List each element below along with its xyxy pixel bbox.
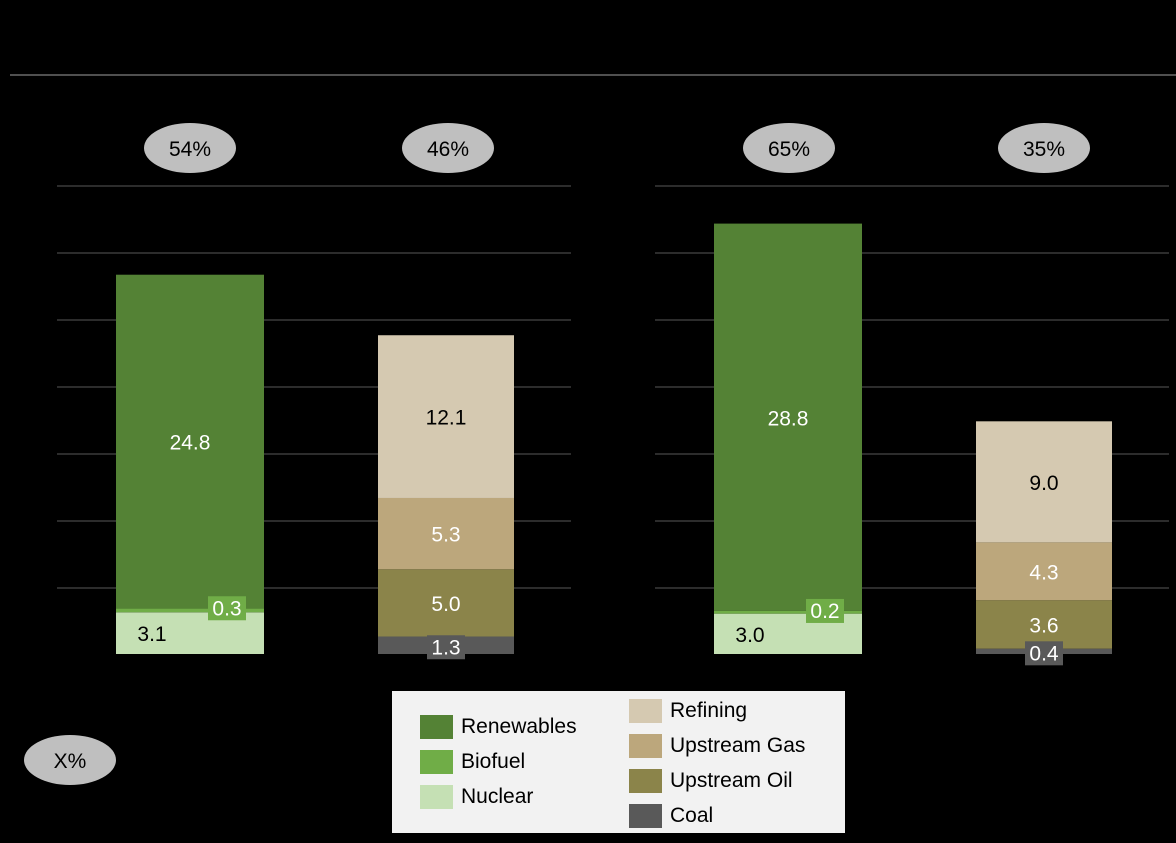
share-label: 46%: [427, 138, 469, 161]
bar-segment-upstream-gas: [976, 542, 1112, 601]
legend-item-nuclear: Nuclear: [420, 784, 533, 810]
legend-label: Refining: [670, 699, 748, 722]
bar-segment-refining: [378, 335, 514, 498]
key-badge-label: X%: [54, 750, 87, 773]
data-label: 3.0: [735, 624, 764, 647]
data-label: 0.3: [212, 597, 241, 620]
legend-swatch: [629, 769, 662, 793]
legend-item-biofuel: Biofuel: [420, 749, 525, 775]
share-badge: [144, 123, 236, 173]
data-label: 0.2: [810, 600, 839, 623]
legend-swatch: [420, 785, 453, 809]
legend-item-upstream-oil: Upstream Oil: [629, 768, 793, 794]
bar-segment-renewables: [714, 223, 862, 611]
bar-segment-biofuel: [714, 610, 862, 614]
legend-swatch: [420, 715, 453, 739]
bar-segment-biofuel: [116, 608, 264, 613]
share-badge: [743, 123, 835, 173]
key-badge: [24, 735, 116, 785]
data-label-box: [427, 635, 465, 660]
legend: Renewables Biofuel Nuclear Refining Upstream…: [392, 691, 845, 833]
data-label: 1.3: [431, 636, 460, 659]
legend-label: Nuclear: [461, 785, 534, 808]
data-label: 0.4: [1029, 642, 1059, 665]
legend-swatch: [629, 699, 662, 723]
data-label-box: [208, 596, 246, 621]
bar-segment-refining: [976, 421, 1112, 543]
legend-label: Upstream Gas: [670, 734, 806, 757]
share-label: 65%: [768, 138, 810, 161]
legend-item-upstream-gas: Upstream Gas: [629, 733, 805, 759]
legend-swatch: [629, 804, 662, 828]
legend-item-coal: Coal: [629, 803, 713, 829]
data-label: 4.3: [1029, 561, 1058, 584]
legend-label: Coal: [670, 804, 714, 827]
legend-label: Renewables: [461, 715, 577, 738]
data-label: 5.0: [431, 593, 460, 616]
data-label: 9.0: [1029, 472, 1058, 495]
legend-swatch: [629, 734, 662, 758]
legend-item-renewables: Renewables: [420, 714, 577, 740]
share-badge: [998, 123, 1090, 173]
data-label: 12.1: [426, 407, 467, 430]
data-label: 3.1: [137, 623, 166, 646]
data-label-box: [806, 598, 844, 623]
bar-segment-upstream-oil: [976, 600, 1112, 649]
bar-segment-upstream-gas: [378, 497, 514, 570]
share-badge: [402, 123, 494, 173]
bar-segment-renewables: [116, 274, 264, 609]
data-label: 24.8: [170, 431, 211, 454]
legend-item-refining: Refining: [629, 698, 747, 724]
legend-label: Biofuel: [461, 750, 526, 773]
data-label-box: [1025, 641, 1063, 666]
share-label: 35%: [1023, 138, 1065, 161]
share-label: 54%: [169, 138, 211, 161]
data-label: 3.6: [1029, 614, 1058, 637]
legend-label: Upstream Oil: [670, 769, 793, 792]
legend-swatch: [420, 750, 453, 774]
data-label: 28.8: [768, 407, 809, 430]
data-label: 5.3: [431, 524, 460, 547]
bar-segment-upstream-oil: [378, 569, 514, 637]
